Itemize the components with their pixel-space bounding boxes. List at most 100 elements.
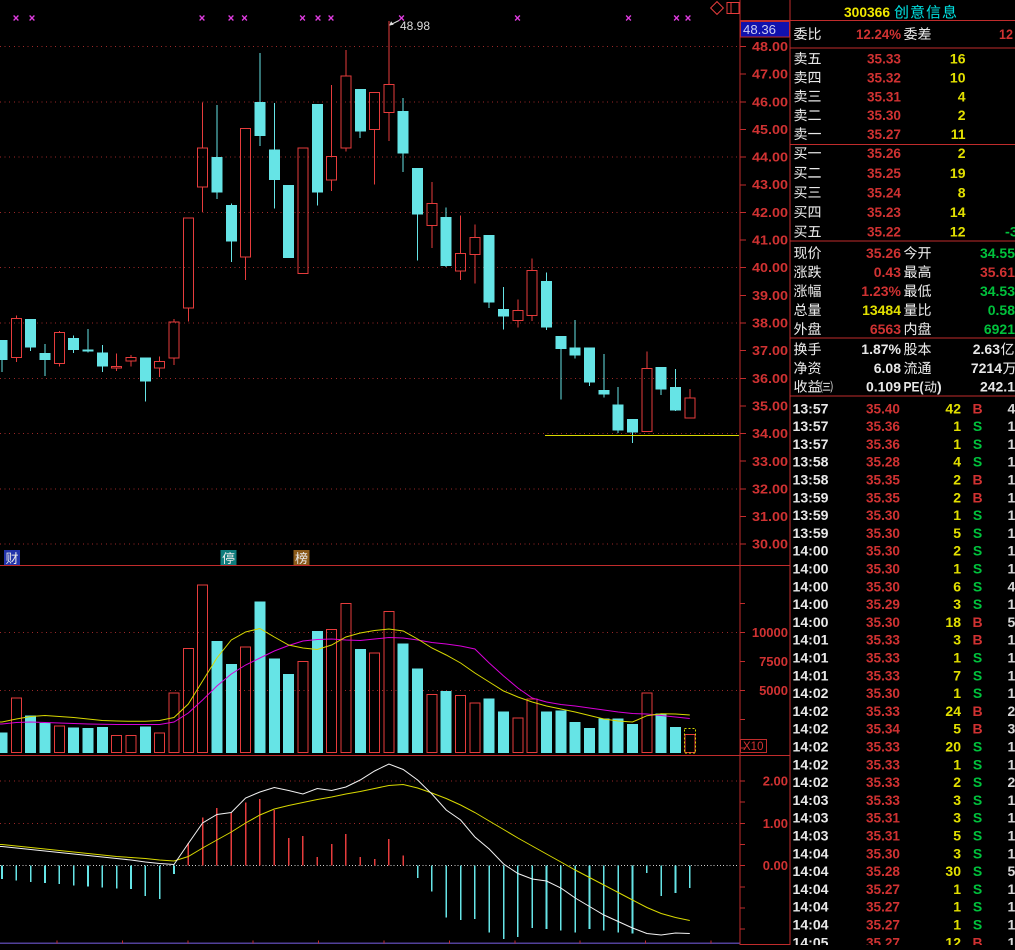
svg-text:38.00: 38.00 (752, 316, 788, 331)
svg-text:2: 2 (1008, 774, 1015, 790)
svg-text:35.33: 35.33 (866, 756, 900, 772)
svg-text:B: B (972, 703, 982, 719)
svg-text:13:59: 13:59 (793, 525, 829, 541)
svg-text:3: 3 (953, 845, 961, 861)
svg-text:40.00: 40.00 (752, 260, 788, 275)
svg-text:35.61: 35.61 (980, 264, 1015, 280)
svg-text:35.26: 35.26 (866, 245, 901, 261)
svg-text:1: 1 (1008, 899, 1015, 915)
svg-text:35.30: 35.30 (866, 614, 900, 630)
svg-text:B: B (972, 721, 982, 737)
svg-text:1: 1 (1008, 454, 1015, 470)
svg-text:5: 5 (953, 828, 961, 844)
svg-text:4: 4 (958, 88, 966, 104)
svg-text:S: S (973, 845, 982, 861)
svg-text:1: 1 (1008, 792, 1015, 808)
svg-text:1: 1 (1008, 632, 1015, 648)
svg-text:1: 1 (1008, 507, 1015, 523)
svg-text:43.00: 43.00 (752, 177, 788, 192)
svg-text:35.31: 35.31 (867, 88, 901, 104)
svg-text:32.00: 32.00 (752, 481, 788, 496)
svg-text:X10: X10 (743, 741, 763, 753)
svg-text:1: 1 (953, 418, 961, 434)
svg-text:1: 1 (1008, 596, 1015, 612)
svg-text:5: 5 (1008, 614, 1015, 630)
svg-text:1: 1 (1008, 472, 1015, 488)
svg-text:35.30: 35.30 (866, 561, 900, 577)
svg-text:3: 3 (953, 792, 961, 808)
svg-text:12: 12 (950, 224, 966, 240)
svg-text:3: 3 (953, 596, 961, 612)
svg-text:35.26: 35.26 (867, 145, 901, 161)
svg-text:S: S (973, 667, 982, 683)
svg-text:PE(: PE( (904, 379, 924, 395)
svg-text:35.35: 35.35 (866, 472, 900, 488)
svg-text:1: 1 (953, 507, 961, 523)
svg-text:14:00: 14:00 (793, 561, 829, 577)
svg-text:S: S (973, 543, 982, 559)
svg-text:10: 10 (950, 70, 966, 86)
svg-text:1: 1 (1008, 525, 1015, 541)
svg-text:6.08: 6.08 (874, 360, 901, 376)
svg-text:S: S (973, 525, 982, 541)
svg-text:13:59: 13:59 (793, 507, 829, 523)
svg-text:36.00: 36.00 (752, 371, 788, 386)
svg-text:13:58: 13:58 (793, 454, 829, 470)
svg-text:14:00: 14:00 (793, 614, 829, 630)
svg-text:1: 1 (1008, 934, 1015, 945)
svg-text:44.00: 44.00 (752, 150, 788, 165)
svg-text:S: S (973, 507, 982, 523)
svg-text:B: B (972, 400, 982, 416)
svg-text:35.27: 35.27 (867, 126, 901, 142)
svg-text:14:04: 14:04 (793, 881, 829, 897)
svg-text:35.40: 35.40 (866, 400, 900, 416)
svg-text:35.30: 35.30 (867, 107, 901, 123)
svg-text:0.58: 0.58 (988, 302, 1015, 318)
svg-text:2: 2 (953, 543, 961, 559)
svg-text:S: S (973, 418, 982, 434)
svg-text:35.27: 35.27 (866, 881, 900, 897)
svg-text:2: 2 (958, 145, 966, 161)
svg-text:1.87%: 1.87% (861, 341, 901, 357)
svg-text:1: 1 (1008, 489, 1015, 505)
svg-text:35.25: 35.25 (867, 165, 901, 181)
svg-text:45.00: 45.00 (752, 122, 788, 137)
svg-text:12: 12 (999, 26, 1013, 42)
svg-text:2: 2 (958, 107, 966, 123)
svg-text:1: 1 (953, 436, 961, 452)
svg-text:S: S (973, 685, 982, 701)
svg-text:1: 1 (1008, 917, 1015, 933)
svg-text:35.22: 35.22 (867, 224, 901, 240)
svg-text:S: S (973, 881, 982, 897)
svg-text:35.30: 35.30 (866, 578, 900, 594)
svg-text:0.00: 0.00 (763, 858, 788, 873)
svg-text:35.27: 35.27 (866, 917, 900, 933)
svg-text:34.55: 34.55 (980, 245, 1015, 261)
svg-text:14:02: 14:02 (793, 756, 829, 772)
svg-text:1: 1 (1008, 845, 1015, 861)
svg-text:35.30: 35.30 (866, 685, 900, 701)
svg-text:30: 30 (945, 863, 961, 879)
svg-text:1: 1 (1008, 436, 1015, 452)
svg-text:14:01: 14:01 (793, 632, 829, 648)
svg-text:S: S (973, 578, 982, 594)
svg-text:4: 4 (1008, 400, 1015, 416)
svg-text:35.34: 35.34 (866, 721, 900, 737)
svg-text:24: 24 (945, 703, 961, 719)
svg-text:13:57: 13:57 (793, 418, 829, 434)
svg-text:35.33: 35.33 (866, 739, 900, 755)
svg-text:35.30: 35.30 (866, 845, 900, 861)
svg-text:14:04: 14:04 (793, 917, 829, 933)
svg-text:S: S (973, 774, 982, 790)
svg-text:300366: 300366 (844, 5, 890, 20)
svg-text:14:02: 14:02 (793, 721, 829, 737)
svg-text:6921: 6921 (984, 321, 1015, 337)
svg-text:35.32: 35.32 (867, 70, 901, 86)
svg-text:S: S (973, 917, 982, 933)
svg-text:0.43: 0.43 (874, 264, 901, 280)
svg-text:2: 2 (1008, 703, 1015, 719)
svg-text:3: 3 (953, 810, 961, 826)
svg-text:13484: 13484 (862, 302, 901, 318)
svg-text:48.98: 48.98 (400, 19, 430, 33)
svg-text:12.24%: 12.24% (856, 26, 902, 42)
